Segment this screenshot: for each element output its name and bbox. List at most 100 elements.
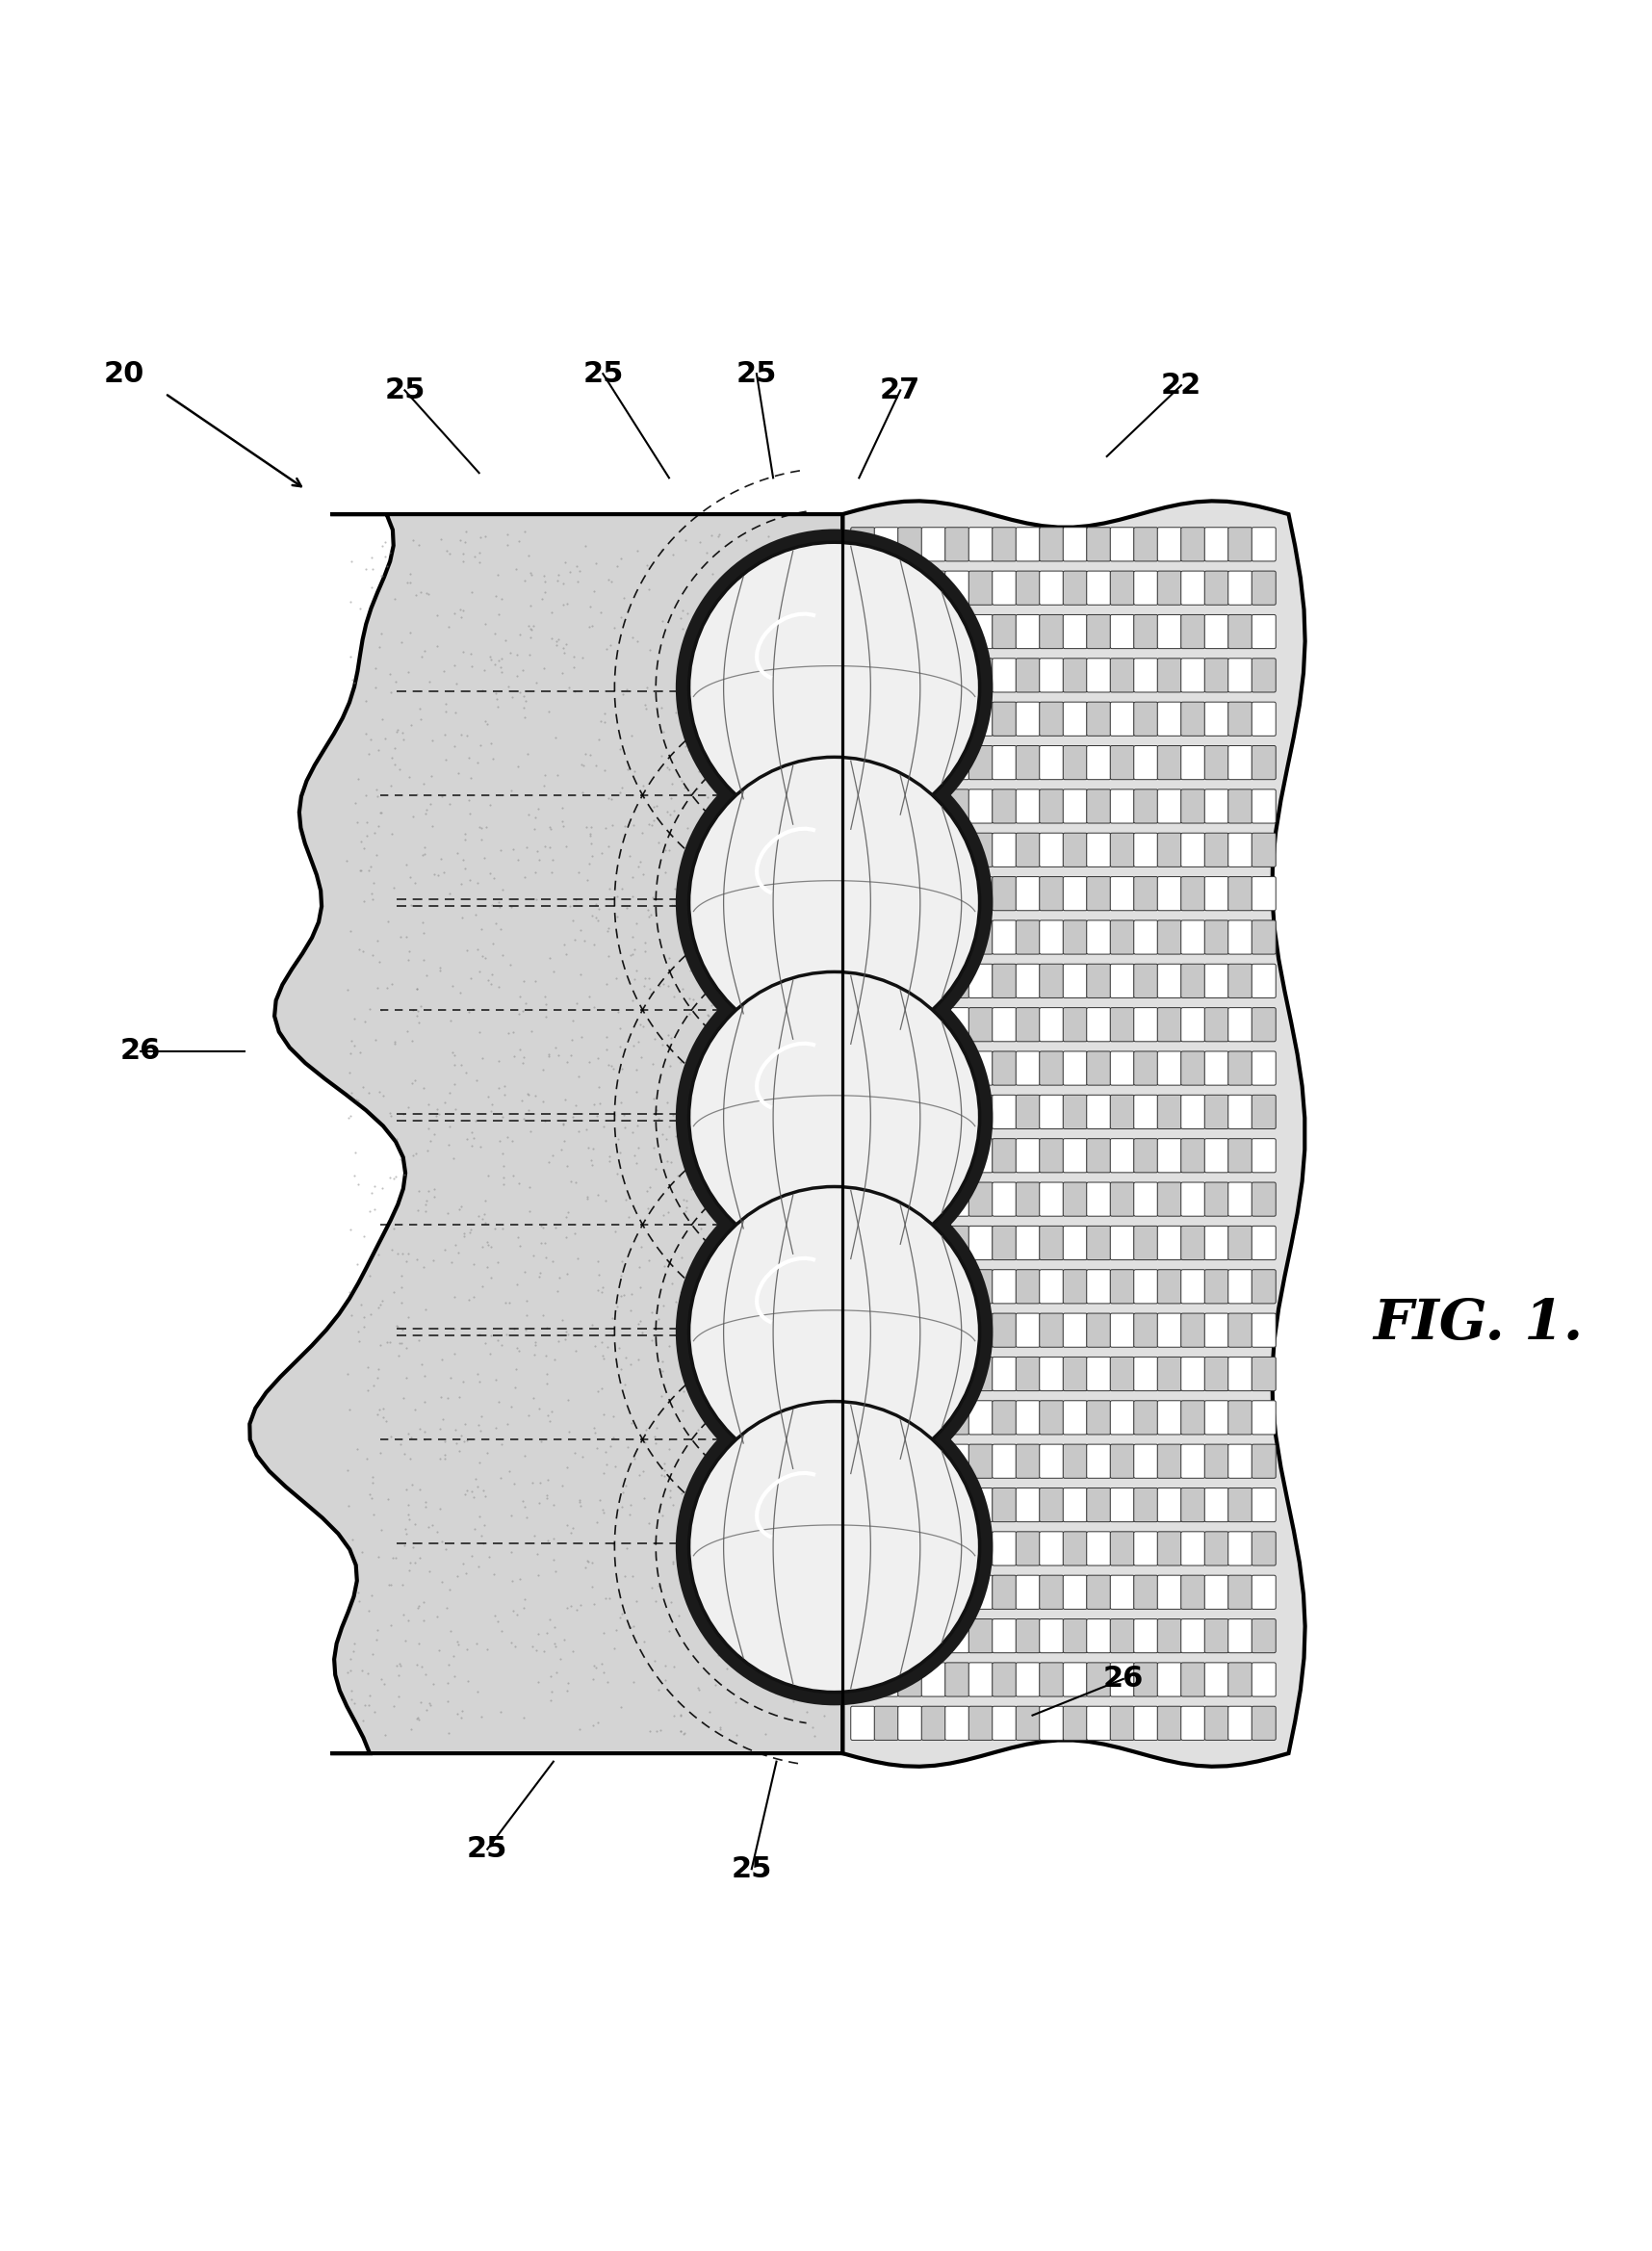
Point: [375, 1481, 401, 1517]
FancyBboxPatch shape: [1181, 833, 1204, 867]
Point: [633, 691, 659, 727]
Point: [750, 909, 776, 945]
Point: [730, 894, 757, 930]
FancyBboxPatch shape: [1227, 1312, 1252, 1346]
Point: [382, 1024, 408, 1060]
Point: [491, 1148, 517, 1184]
Point: [773, 551, 800, 588]
Point: [534, 1366, 560, 1402]
FancyBboxPatch shape: [1016, 1663, 1041, 1697]
Point: [537, 1681, 563, 1718]
Point: [760, 732, 786, 768]
Point: [466, 533, 492, 570]
Point: [515, 1076, 542, 1112]
FancyBboxPatch shape: [1016, 833, 1041, 867]
Point: [451, 524, 477, 560]
Point: [621, 961, 648, 997]
Point: [477, 1094, 504, 1130]
Point: [600, 808, 626, 844]
Point: [347, 853, 373, 889]
FancyBboxPatch shape: [1039, 1270, 1064, 1303]
FancyBboxPatch shape: [1064, 1270, 1087, 1303]
FancyBboxPatch shape: [1039, 1357, 1064, 1391]
FancyBboxPatch shape: [968, 745, 993, 779]
FancyBboxPatch shape: [993, 657, 1016, 693]
Point: [654, 1144, 681, 1180]
Point: [565, 855, 591, 891]
Point: [639, 1569, 666, 1605]
FancyBboxPatch shape: [922, 572, 945, 606]
Point: [580, 1087, 606, 1123]
Point: [555, 1382, 582, 1418]
FancyBboxPatch shape: [851, 921, 876, 954]
Point: [444, 1623, 471, 1659]
FancyBboxPatch shape: [851, 1488, 876, 1522]
FancyBboxPatch shape: [1133, 1094, 1158, 1128]
Point: [661, 1648, 687, 1684]
FancyBboxPatch shape: [1039, 1139, 1064, 1173]
Point: [431, 1231, 458, 1267]
Point: [403, 1700, 430, 1736]
FancyBboxPatch shape: [1039, 1400, 1064, 1434]
Point: [781, 1396, 808, 1432]
Point: [601, 1447, 628, 1483]
Point: [486, 885, 512, 921]
Point: [791, 921, 818, 957]
Point: [544, 624, 570, 660]
Point: [466, 1364, 492, 1400]
Point: [720, 1380, 747, 1416]
Point: [783, 1092, 809, 1128]
Point: [707, 1355, 733, 1391]
Point: [463, 896, 489, 932]
Point: [553, 1148, 580, 1184]
Point: [770, 1639, 796, 1675]
Point: [801, 1718, 828, 1754]
Point: [593, 1031, 620, 1067]
FancyBboxPatch shape: [851, 1706, 876, 1740]
Point: [334, 1654, 360, 1691]
Point: [545, 556, 572, 592]
Point: [735, 1303, 762, 1339]
FancyBboxPatch shape: [899, 1400, 922, 1434]
Point: [553, 936, 580, 972]
Point: [767, 1157, 793, 1193]
FancyBboxPatch shape: [922, 1094, 945, 1128]
Point: [441, 648, 468, 684]
FancyBboxPatch shape: [1227, 963, 1252, 997]
Point: [629, 1454, 656, 1490]
Point: [676, 1346, 702, 1382]
Point: [610, 1474, 636, 1510]
FancyBboxPatch shape: [922, 1445, 945, 1479]
Point: [458, 648, 484, 684]
Point: [461, 538, 487, 574]
Point: [667, 1697, 694, 1733]
Point: [730, 842, 757, 878]
Point: [487, 1123, 514, 1159]
FancyBboxPatch shape: [874, 1400, 899, 1434]
Point: [360, 880, 387, 916]
Point: [666, 1492, 692, 1528]
Point: [484, 1603, 510, 1639]
Point: [560, 1510, 586, 1546]
FancyBboxPatch shape: [1227, 1227, 1252, 1261]
Point: [801, 1213, 828, 1249]
Point: [781, 887, 808, 923]
Point: [757, 972, 783, 1008]
Point: [618, 1609, 644, 1645]
Point: [646, 968, 672, 1004]
Point: [428, 522, 454, 558]
Point: [588, 594, 615, 630]
Point: [540, 1486, 567, 1522]
FancyBboxPatch shape: [1181, 1227, 1204, 1261]
FancyBboxPatch shape: [1133, 1312, 1158, 1346]
Point: [730, 891, 757, 927]
Point: [390, 1596, 416, 1632]
FancyBboxPatch shape: [1039, 1008, 1064, 1042]
Point: [752, 1416, 778, 1452]
Point: [375, 903, 401, 939]
Point: [801, 1191, 828, 1227]
Point: [729, 813, 755, 849]
Point: [562, 1434, 588, 1470]
Point: [357, 849, 383, 885]
Point: [410, 905, 436, 941]
